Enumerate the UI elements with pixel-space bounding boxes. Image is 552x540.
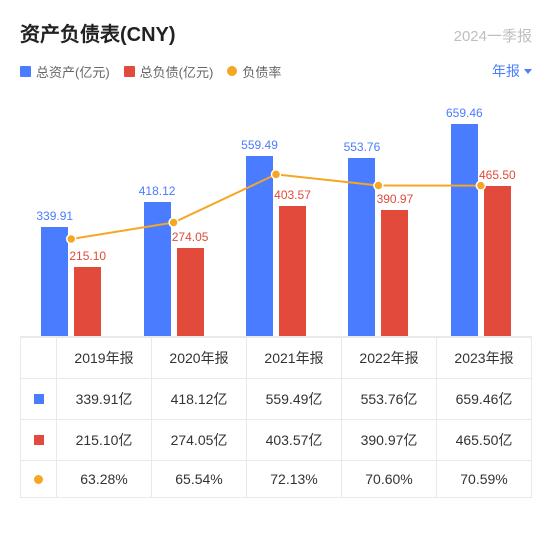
square-icon <box>34 394 44 404</box>
assets-bar: 659.46 <box>451 124 478 336</box>
period-subtitle: 2024一季报 <box>454 25 532 46</box>
assets-bar: 559.49 <box>246 156 273 336</box>
circle-icon <box>227 66 237 76</box>
assets-bar-label: 418.12 <box>139 184 176 198</box>
liabilities-bar-label: 274.05 <box>172 230 209 244</box>
circle-icon <box>34 475 43 484</box>
bar-group: 559.49403.57 <box>225 87 327 336</box>
table-cell: 63.28% <box>57 461 152 498</box>
table-column-header: 2021年报 <box>247 338 342 379</box>
liabilities-bar: 390.97 <box>381 210 408 336</box>
table-row: 63.28%65.54%72.13%70.60%70.59% <box>21 461 532 498</box>
table-cell: 65.54% <box>152 461 247 498</box>
row-marker-cell <box>21 461 57 498</box>
table-cell: 339.91亿 <box>57 379 152 420</box>
table-column-header: 2023年报 <box>437 338 532 379</box>
assets-bar: 418.12 <box>144 202 171 336</box>
bar-group: 339.91215.10 <box>20 87 122 336</box>
assets-bar: 553.76 <box>348 158 375 336</box>
assets-bar-label: 559.49 <box>241 138 278 152</box>
legend-label: 总负债(亿元) <box>140 62 214 81</box>
legend-label: 总资产(亿元) <box>36 62 110 81</box>
table-column-header: 2019年报 <box>57 338 152 379</box>
header: 资产负债表(CNY) 2024一季报 <box>20 18 532 47</box>
legend-row: 总资产(亿元) 总负债(亿元) 负债率 年报 <box>20 61 532 81</box>
legend-ratio: 负债率 <box>227 62 281 81</box>
legend-items: 总资产(亿元) 总负债(亿元) 负债率 <box>20 62 281 81</box>
data-table: 2019年报2020年报2021年报2022年报2023年报339.91亿418… <box>20 337 532 498</box>
row-marker-cell <box>21 420 57 461</box>
liabilities-bar-label: 403.57 <box>274 188 311 202</box>
liabilities-bar-label: 390.97 <box>377 192 414 206</box>
square-icon <box>124 66 135 77</box>
square-icon <box>20 66 31 77</box>
table-cell: 70.60% <box>342 461 437 498</box>
table-cell: 70.59% <box>437 461 532 498</box>
table-corner-cell <box>21 338 57 379</box>
liabilities-bar-label: 465.50 <box>479 168 516 182</box>
liabilities-bar: 215.10 <box>74 267 101 336</box>
assets-bar-label: 339.91 <box>36 209 73 223</box>
liabilities-bar-label: 215.10 <box>69 249 106 263</box>
assets-bar-label: 659.46 <box>446 106 483 120</box>
bar-group: 553.76390.97 <box>327 87 429 336</box>
chart-area: 339.91215.10418.12274.05559.49403.57553.… <box>20 87 532 337</box>
period-tab[interactable]: 年报 <box>492 61 532 81</box>
legend-liabilities: 总负债(亿元) <box>124 62 214 81</box>
table-cell: 553.76亿 <box>342 379 437 420</box>
table-cell: 390.97亿 <box>342 420 437 461</box>
table-row: 215.10亿274.05亿403.57亿390.97亿465.50亿 <box>21 420 532 461</box>
table-cell: 659.46亿 <box>437 379 532 420</box>
table-column-header: 2022年报 <box>342 338 437 379</box>
row-marker-cell <box>21 379 57 420</box>
page-title: 资产负债表(CNY) <box>20 18 176 47</box>
tab-label: 年报 <box>492 61 520 81</box>
table-cell: 465.50亿 <box>437 420 532 461</box>
table-cell: 418.12亿 <box>152 379 247 420</box>
table-header-row: 2019年报2020年报2021年报2022年报2023年报 <box>21 338 532 379</box>
table-cell: 72.13% <box>247 461 342 498</box>
table-cell: 215.10亿 <box>57 420 152 461</box>
bar-group: 659.46465.50 <box>430 87 532 336</box>
assets-bar-label: 553.76 <box>344 140 381 154</box>
legend-label: 负债率 <box>242 62 281 81</box>
table-row: 339.91亿418.12亿559.49亿553.76亿659.46亿 <box>21 379 532 420</box>
liabilities-bar: 465.50 <box>484 186 511 336</box>
assets-bar: 339.91 <box>41 227 68 336</box>
table-cell: 274.05亿 <box>152 420 247 461</box>
legend-assets: 总资产(亿元) <box>20 62 110 81</box>
square-icon <box>34 435 44 445</box>
chevron-down-icon <box>524 69 532 74</box>
bar-group: 418.12274.05 <box>122 87 224 336</box>
table-cell: 559.49亿 <box>247 379 342 420</box>
liabilities-bar: 274.05 <box>177 248 204 336</box>
table-cell: 403.57亿 <box>247 420 342 461</box>
liabilities-bar: 403.57 <box>279 206 306 336</box>
table-column-header: 2020年报 <box>152 338 247 379</box>
